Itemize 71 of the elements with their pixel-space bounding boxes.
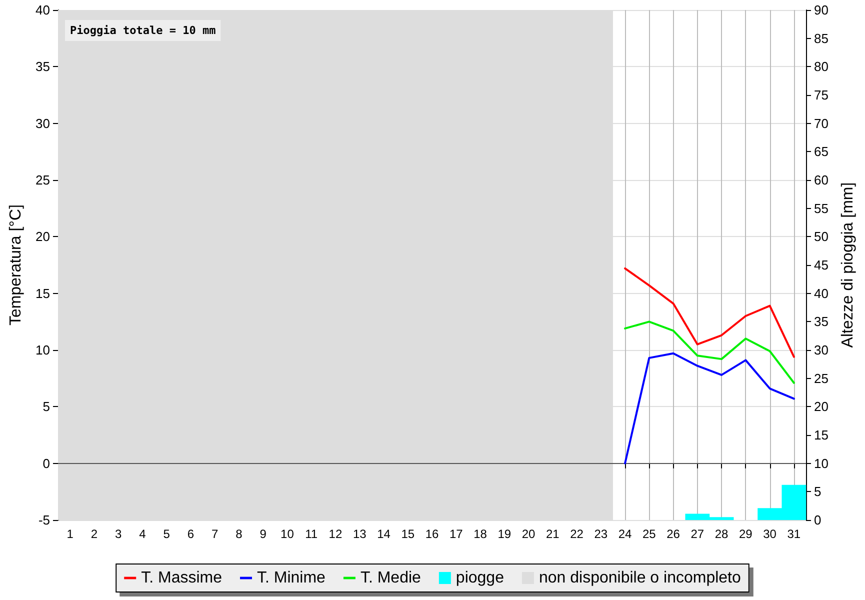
y2-tick-label: 50 <box>814 229 828 244</box>
y2-tick-label: 75 <box>814 88 828 102</box>
x-tick-label: 1 <box>66 527 74 541</box>
x-tick-label: 27 <box>690 527 704 541</box>
y2-tick-label: 70 <box>814 116 828 131</box>
line-series <box>624 352 795 464</box>
x-tick-label: 15 <box>401 527 415 541</box>
y2-tick-label: 65 <box>814 144 828 160</box>
legend-label: piogge <box>456 570 504 586</box>
y2-tick-label: 15 <box>814 428 828 442</box>
y2-tick-label: 35 <box>814 314 828 330</box>
y-tick-label: 30 <box>36 116 50 131</box>
y-tick-label: 20 <box>36 229 50 244</box>
y-tick-label: 0 <box>42 456 50 471</box>
line-series <box>624 267 795 358</box>
x-tick-label: 5 <box>163 527 170 541</box>
y2-tick-label: 20 <box>814 399 828 414</box>
y2-tick-label: 55 <box>814 200 828 216</box>
x-tick-label: 9 <box>260 527 267 541</box>
y2-tick-label: 60 <box>814 172 828 188</box>
x-tick-label: 29 <box>739 527 753 541</box>
x-tick-label: 23 <box>594 527 608 541</box>
y2-tick-label: 0 <box>814 512 822 528</box>
x-tick-label: 13 <box>352 527 367 541</box>
x-tick-label: 8 <box>236 527 243 541</box>
line-series <box>624 320 795 384</box>
x-tick-label: 10 <box>280 527 294 541</box>
x-tick-label: 25 <box>642 527 656 541</box>
y-tick-label: -5 <box>38 512 50 528</box>
x-tick-label: 20 <box>522 527 536 541</box>
x-tick-label: 16 <box>425 527 439 541</box>
x-tick-label: 4 <box>139 527 146 541</box>
x-tick-label: 21 <box>546 527 560 541</box>
y-tick-label: 10 <box>36 342 50 358</box>
y2-tick-label: 80 <box>814 59 828 74</box>
x-tick-label: 17 <box>449 527 464 541</box>
y2-tick-label: 85 <box>814 30 828 46</box>
y-axis-title: Temperatura [°C] <box>8 204 24 326</box>
annotation: Pioggia totale = 10 mm <box>70 24 216 37</box>
y-tick-label: 40 <box>36 2 50 18</box>
x-tick-label: 3 <box>114 527 122 541</box>
y2-tick-label: 5 <box>814 484 822 500</box>
x-tick-label: 24 <box>618 527 632 541</box>
x-tick-label: 6 <box>187 527 194 541</box>
x-tick-label: 26 <box>666 527 680 541</box>
y2-tick-label: 90 <box>814 2 828 18</box>
x-tick-label: 12 <box>328 527 342 541</box>
x-tick-label: 22 <box>570 527 584 541</box>
x-tick-label: 19 <box>498 527 512 541</box>
y-tick-label: 35 <box>36 59 50 74</box>
x-tick-label: 18 <box>474 527 488 541</box>
legend-label: T. Medie <box>360 570 422 586</box>
y-tick-label: 15 <box>36 286 50 301</box>
x-tick-label: 11 <box>305 527 318 541</box>
y2-tick-label: 10 <box>814 456 828 471</box>
x-tick-label: 30 <box>763 527 777 541</box>
x-tick-label: 31 <box>787 527 801 541</box>
y-tick-label: 5 <box>42 399 50 414</box>
y2-tick-label: 30 <box>814 342 828 358</box>
y2-axis-title: Altezze di pioggia [mm] <box>840 182 856 348</box>
y-tick-label: 25 <box>36 172 50 188</box>
x-tick-label: 7 <box>211 527 218 541</box>
legend-label: non disponibile o incompleto <box>538 570 741 586</box>
x-tick-label: 14 <box>377 527 391 541</box>
y2-tick-label: 25 <box>814 370 828 386</box>
x-tick-label: 28 <box>714 527 729 541</box>
y2-tick-label: 40 <box>814 286 828 301</box>
legend-label: T. Minime <box>257 570 326 586</box>
x-tick-label: 2 <box>90 527 98 541</box>
y2-tick-label: 45 <box>814 258 828 272</box>
legend-label: T. Massime <box>141 570 222 586</box>
